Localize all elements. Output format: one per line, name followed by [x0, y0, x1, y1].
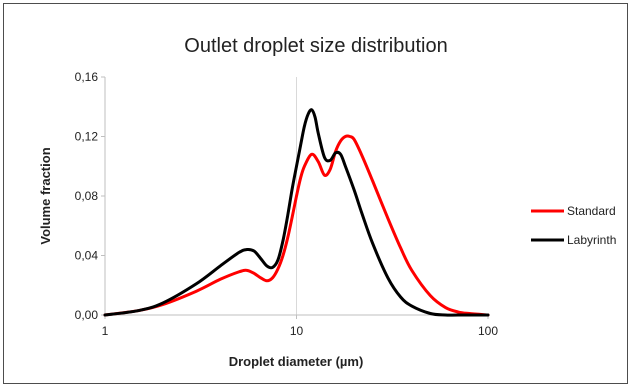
legend: Standard Labyrinth — [531, 204, 616, 247]
series-line-labyrinth — [103, 108, 490, 317]
legend-label-standard: Standard — [567, 204, 616, 218]
series-line-standard — [103, 134, 490, 317]
x-tick-label: 100 — [478, 324, 498, 338]
axis-layer — [101, 76, 489, 319]
y-tick-label: 0,08 — [75, 189, 99, 203]
legend-label-labyrinth: Labyrinth — [567, 233, 616, 247]
x-tick-label: 1 — [102, 324, 109, 338]
y-tick-label: 0,00 — [75, 308, 99, 322]
x-axis-label: Droplet diameter (µm) — [229, 354, 364, 369]
y-tick-label: 0,04 — [75, 249, 99, 263]
y-tick-label: 0,12 — [75, 130, 99, 144]
tick-layer: 0,00 0,04 0,08 0,12 0,16 1 10 100 — [75, 70, 499, 338]
y-tick-label: 0,16 — [75, 70, 99, 84]
chart-frame — [3, 3, 628, 384]
y-axis-label: Volume fraction — [38, 147, 53, 244]
chart-title: Outlet droplet size distribution — [184, 35, 447, 57]
x-tick-label: 10 — [290, 324, 304, 338]
series-layer — [103, 108, 490, 317]
